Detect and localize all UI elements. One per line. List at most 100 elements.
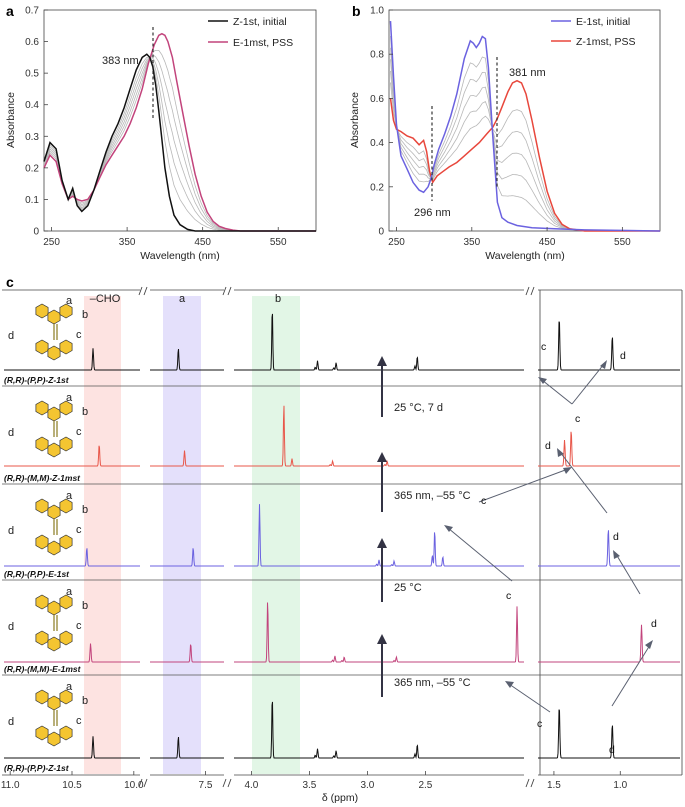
condition-1: 25 °C, 7 d: [394, 402, 443, 414]
ring-shape: [59, 303, 73, 319]
nmr-trace: [150, 348, 224, 371]
peak-label-c: c: [481, 495, 486, 507]
ring-shape: [35, 689, 49, 705]
condition-2: 365 nm, –55 °C: [394, 490, 471, 502]
peak-label-d: d: [545, 440, 551, 452]
panel-a-ylabel: Absorbance: [5, 92, 17, 148]
series-line: [43, 32, 316, 232]
nmr-trace: [4, 736, 140, 759]
y-tick-label: 1.0: [370, 6, 384, 17]
nmr-trace: [4, 348, 140, 371]
panel-b-intermediate-curves: [389, 36, 660, 232]
nmr-trace: [150, 450, 224, 467]
x-tick-label: 450: [539, 237, 556, 248]
nmr-trace: [150, 644, 224, 663]
molecule-label-b: b: [82, 406, 88, 418]
panel-a-frame: [43, 9, 317, 232]
panel-b-ticks: 250 350 450 550 0 0.2 0.4 0.6 0.8 1.0: [370, 6, 631, 249]
molecule-label-a: a: [66, 490, 73, 502]
molecule-label-d: d: [8, 330, 14, 342]
panel-b-legend: E-1st, initial Z-1mst, PSS: [551, 16, 636, 48]
y-tick-label: 0.4: [370, 138, 384, 149]
molecule-label-d: d: [8, 716, 14, 728]
panel-b-xlabel: Wavelength (nm): [485, 250, 565, 262]
nmr-trace: [234, 313, 524, 372]
x-tick-label: 350: [463, 237, 480, 248]
ring-shape: [35, 498, 49, 514]
nmr-trace: [538, 624, 680, 663]
y-tick-label: 0.6: [370, 94, 384, 105]
x-tick-label: 1.0: [613, 780, 627, 791]
y-tick-label: 0.4: [25, 100, 39, 111]
molecule-label-c: c: [76, 524, 82, 536]
band-cho: [84, 296, 121, 774]
nmr-trace: [234, 701, 524, 760]
ring-shape: [35, 594, 49, 610]
x-tick-label: 3.0: [360, 780, 374, 791]
panel-a-xlabel: Wavelength (nm): [140, 250, 220, 262]
molecule-label-d: d: [8, 427, 14, 439]
ring-shape: [47, 442, 61, 458]
y-tick-label: 0: [378, 227, 384, 238]
intermediate-curve: [389, 59, 660, 232]
panel-b-peak-annotation-381: 381 nm: [509, 67, 546, 79]
x-tick-label: 10.5: [62, 780, 82, 791]
intermediate-curve: [43, 57, 316, 232]
peak-letter-labels: c c c c c d d d d d: [481, 341, 657, 756]
compound-label: (R,R)-(P,P)-E-1st: [4, 569, 70, 579]
nmr-trace: [538, 530, 680, 567]
ring-shape: [59, 594, 73, 610]
peak-label-d: d: [609, 744, 615, 756]
intermediate-curve: [43, 50, 316, 232]
x-tick-label: 4.0: [244, 780, 258, 791]
compound-labels: (R,R)-(P,P)-Z-1st (R,R)-(M,M)-Z-1mst (R,R)…: [4, 375, 82, 773]
ring-shape: [47, 600, 61, 616]
ring-shape: [35, 630, 49, 646]
molecule-label-a: a: [66, 295, 73, 307]
ring-shape: [47, 345, 61, 361]
ring-shape: [47, 504, 61, 520]
series-line: [389, 21, 661, 232]
panel-a-peak-annotation: 383 nm: [102, 55, 139, 67]
nmr-trace: [234, 504, 524, 567]
ring-shape: [35, 534, 49, 550]
ring-shape: [59, 630, 73, 646]
panel-a-legend: Z-1st, initial E-1mst, PSS: [208, 16, 293, 49]
panel-letter-c: c: [6, 274, 14, 290]
ring-shape: [59, 689, 73, 705]
molecule-label-a: a: [66, 586, 73, 598]
series-line: [43, 53, 316, 232]
series-line: [389, 79, 660, 232]
panel-c-xlabel: δ (ppm): [322, 792, 358, 804]
x-tick-label: 350: [119, 237, 136, 248]
band-a: [163, 296, 201, 774]
nmr-trace: [538, 709, 680, 759]
panel-b-series: [389, 21, 661, 232]
legend-b-initial-label: E-1st, initial: [576, 16, 630, 28]
intermediate-curve: [43, 57, 316, 232]
panel-b-frame: [388, 9, 661, 232]
x-tick-label: 550: [270, 237, 287, 248]
nmr-trace: [538, 321, 680, 371]
molecule-label-d: d: [8, 621, 14, 633]
x-tick-label: 10.0: [124, 780, 144, 791]
nmr-trace: [4, 445, 140, 467]
peak-correlation-arrowheads: [444, 360, 653, 688]
legend-a-pss-label: E-1mst, PSS: [233, 37, 293, 49]
panel-letter-a: a: [6, 3, 14, 19]
peak-label-c: c: [506, 590, 511, 602]
panel-a-ticks: 250 350 450 550 0 0.1 0.2 0.3 0.4 0.5 0.6 0.7: [25, 6, 287, 249]
band-cho-label: –CHO: [90, 293, 121, 305]
band-a-label: a: [179, 293, 186, 305]
y-tick-label: 0.2: [370, 182, 384, 193]
y-tick-label: 0.6: [25, 37, 39, 48]
ring-shape: [47, 309, 61, 325]
panel-c-ticks: 11.0 10.5 10.0 7.5 4.0 3.5 3.0 2.5 1.5 1.0: [1, 771, 628, 791]
x-tick-label: 250: [43, 237, 60, 248]
y-tick-label: 0.2: [25, 163, 39, 174]
panel-b: b 250 350 450 550 0 0.2 0.4 0.6 0.8 1.0 Wavelengt…: [349, 3, 661, 262]
y-tick-label: 0.8: [370, 50, 384, 61]
molecule-label-c: c: [76, 329, 82, 341]
ring-shape: [35, 436, 49, 452]
ring-shape: [59, 436, 73, 452]
